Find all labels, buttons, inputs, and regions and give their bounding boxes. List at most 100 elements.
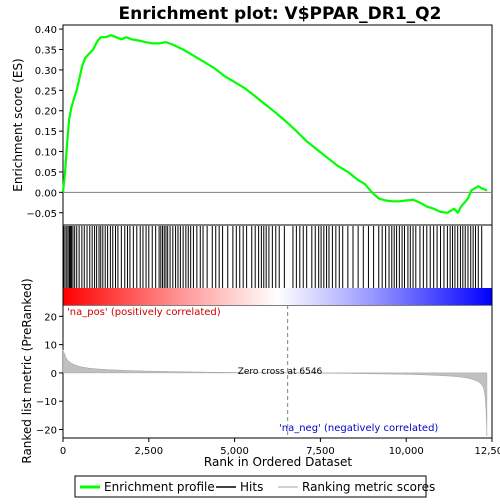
metric-point xyxy=(337,373,338,374)
zero-cross-label: Zero cross at 6546 xyxy=(238,367,323,377)
es-point xyxy=(82,65,83,66)
es-y-tick-label: 0.00 xyxy=(35,188,57,199)
es-point xyxy=(255,96,256,97)
es-y-tick-label: 0.30 xyxy=(35,66,57,77)
es-y-tick-label: 0.20 xyxy=(35,107,57,118)
metric-point xyxy=(480,382,481,383)
es-point xyxy=(105,37,106,38)
metric-point xyxy=(69,362,70,363)
es-point xyxy=(481,188,482,189)
es-point xyxy=(337,165,338,166)
es-point xyxy=(172,44,173,45)
x-tick-label: 0 xyxy=(60,446,66,457)
es-point xyxy=(399,201,400,202)
es-point xyxy=(457,212,458,213)
es-point xyxy=(97,41,98,42)
es-point xyxy=(145,42,146,43)
metric-point xyxy=(131,370,132,371)
metric-point xyxy=(371,373,372,374)
es-point xyxy=(65,171,66,172)
es-point xyxy=(327,157,328,158)
es-point xyxy=(126,37,127,38)
metric-point xyxy=(454,376,455,377)
es-point xyxy=(406,200,407,201)
metric-point xyxy=(104,369,105,370)
legend-metric-label: Ranking metric scores xyxy=(302,480,435,494)
metric-point xyxy=(234,372,235,373)
x-tick-label: 12,500 xyxy=(475,446,500,457)
es-point xyxy=(426,206,427,207)
es-point xyxy=(364,184,365,185)
es-point xyxy=(100,37,101,38)
legend: Enrichment profile Hits Ranking metric s… xyxy=(75,476,435,497)
es-point xyxy=(234,82,235,83)
es-point xyxy=(275,112,276,113)
es-point xyxy=(478,186,479,187)
metric-point xyxy=(166,371,167,372)
es-point xyxy=(413,199,414,200)
es-point xyxy=(347,171,348,172)
es-point xyxy=(474,188,475,189)
es-point xyxy=(450,210,451,211)
es-point xyxy=(79,78,80,79)
es-y-tick-label: 0.40 xyxy=(35,25,57,36)
metric-point xyxy=(64,354,65,355)
metric-point xyxy=(406,374,407,375)
es-point xyxy=(440,211,441,212)
metric-y-tick-label: 0 xyxy=(51,369,57,380)
metric-point xyxy=(474,380,475,381)
es-point xyxy=(131,39,132,40)
metric-y-tick-label: −20 xyxy=(36,426,57,437)
metric-point xyxy=(63,350,64,351)
es-point xyxy=(296,131,297,132)
chart-title: Enrichment plot: V$PPAR_DR1_Q2 xyxy=(119,4,442,24)
metric-point xyxy=(468,378,469,379)
neg-label: 'na_neg' (negatively correlated) xyxy=(279,423,438,434)
metric-y-tick-label: 20 xyxy=(44,312,57,323)
metric-point xyxy=(90,368,91,369)
es-point xyxy=(213,67,214,68)
es-point xyxy=(306,141,307,142)
es-point xyxy=(159,43,160,44)
es-point xyxy=(471,190,472,191)
es-point xyxy=(152,43,153,44)
es-y-tick-label: 0.05 xyxy=(35,168,57,179)
metric-y-tick-label: 10 xyxy=(44,341,57,352)
legend-hits-label: Hits xyxy=(240,480,263,494)
es-y-tick-label: 0.15 xyxy=(35,127,57,138)
es-point xyxy=(69,118,70,119)
es-point xyxy=(392,201,393,202)
es-point xyxy=(316,149,317,150)
pos-label: 'na_pos' (positively correlated) xyxy=(67,307,221,318)
es-point xyxy=(224,75,225,76)
es-point xyxy=(378,198,379,199)
es-point xyxy=(71,106,72,107)
es-point xyxy=(447,212,448,213)
es-point xyxy=(85,57,86,58)
es-point xyxy=(287,122,288,123)
es-point xyxy=(183,49,184,50)
es-point xyxy=(371,192,372,193)
es-point xyxy=(89,53,90,54)
metric-point xyxy=(66,358,67,359)
es-y-tick-label: 0.10 xyxy=(35,148,57,159)
es-y-tick-label: 0.35 xyxy=(35,45,57,56)
metric-y-tick-label: −10 xyxy=(36,397,57,408)
metric-point xyxy=(80,366,81,367)
x-tick-label: 10,000 xyxy=(389,446,424,457)
es-point xyxy=(93,49,94,50)
metric-point xyxy=(485,395,486,396)
es-panel-frame xyxy=(63,25,492,225)
es-point xyxy=(67,143,68,144)
es-point xyxy=(467,198,468,199)
es-point xyxy=(193,55,194,56)
es-point xyxy=(165,42,166,43)
es-point xyxy=(76,90,77,91)
es-point xyxy=(73,98,74,99)
metric-point xyxy=(433,375,434,376)
es-point xyxy=(358,180,359,181)
metric-point xyxy=(486,435,487,436)
metric-point xyxy=(73,364,74,365)
